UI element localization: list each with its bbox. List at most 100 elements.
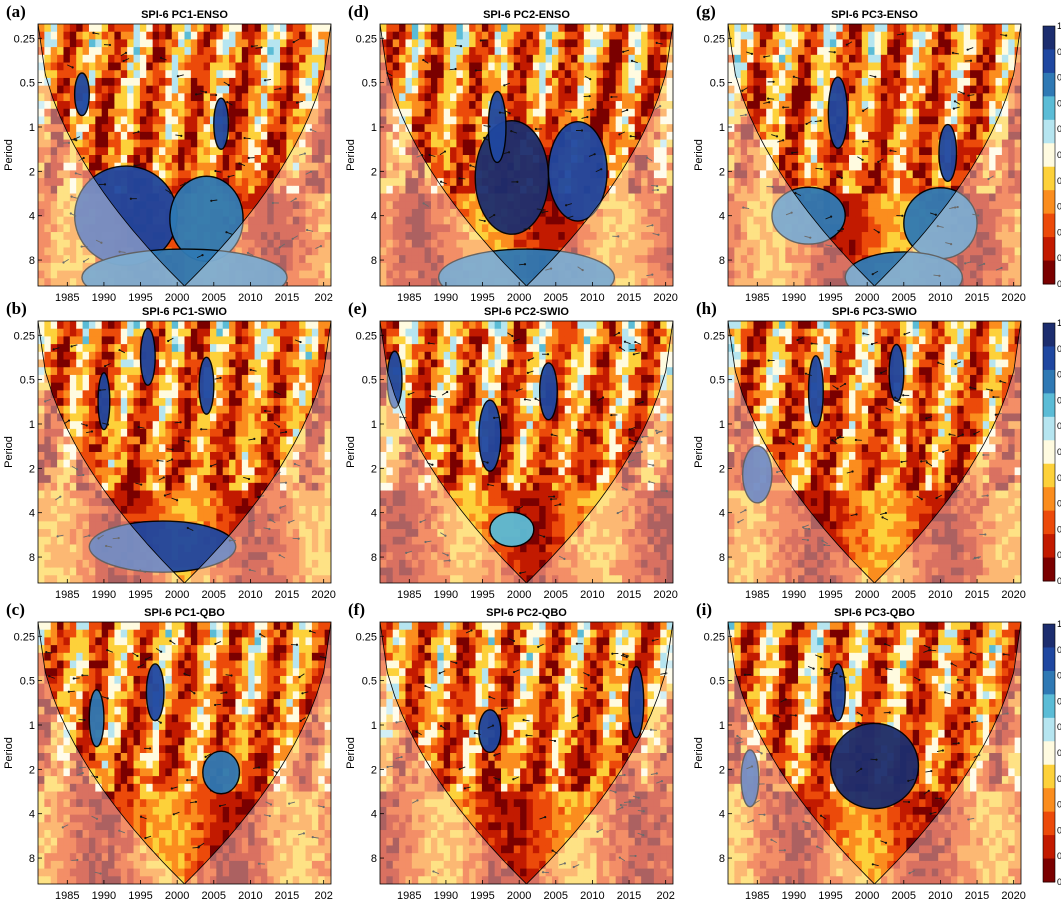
field-cell bbox=[229, 791, 236, 800]
field-cell bbox=[197, 791, 205, 800]
field-cell bbox=[44, 108, 52, 117]
field-cell bbox=[229, 351, 236, 360]
field-cell bbox=[273, 860, 281, 869]
field-cell bbox=[139, 814, 147, 823]
phase-arrow-head bbox=[162, 476, 165, 479]
field-cell bbox=[260, 124, 268, 133]
field-cell bbox=[324, 675, 331, 685]
field-cell bbox=[318, 505, 326, 515]
field-cell bbox=[101, 706, 109, 715]
field-cell bbox=[209, 62, 217, 71]
field-cell bbox=[260, 178, 268, 187]
field-cell bbox=[273, 47, 281, 56]
field-cell bbox=[184, 498, 192, 507]
field-cell bbox=[222, 830, 230, 839]
field-cell bbox=[197, 147, 205, 156]
field-cell bbox=[260, 344, 268, 353]
field-cell bbox=[286, 24, 294, 33]
field-cell bbox=[248, 536, 255, 545]
field-cell bbox=[69, 760, 77, 769]
field-cell bbox=[235, 699, 243, 708]
field-cell bbox=[165, 108, 173, 117]
field-cell bbox=[114, 101, 122, 110]
field-cell bbox=[146, 70, 154, 79]
field-cell bbox=[209, 505, 217, 515]
field-cell bbox=[292, 791, 300, 800]
field-cell bbox=[190, 436, 198, 445]
x-tick-label: 1995 bbox=[128, 589, 152, 601]
field-cell bbox=[146, 729, 154, 738]
field-cell bbox=[95, 505, 103, 515]
field-cell bbox=[254, 428, 262, 437]
field-cell bbox=[190, 367, 198, 376]
field-cell bbox=[190, 691, 198, 700]
field-cell bbox=[69, 714, 77, 723]
field-cell bbox=[318, 336, 326, 345]
field-cell bbox=[318, 444, 326, 453]
field-cell bbox=[248, 382, 255, 391]
field-cell bbox=[324, 660, 331, 669]
field-cell bbox=[146, 155, 154, 164]
field-cell bbox=[267, 559, 275, 568]
field-cell bbox=[57, 783, 64, 792]
field-cell bbox=[57, 131, 64, 140]
field-cell bbox=[229, 344, 236, 353]
field-cell bbox=[69, 622, 77, 631]
field-cell bbox=[254, 24, 262, 33]
field-cell bbox=[76, 436, 83, 445]
field-cell bbox=[235, 374, 243, 384]
field-cell bbox=[286, 637, 294, 646]
field-cell bbox=[311, 382, 319, 391]
field-cell bbox=[197, 54, 205, 63]
field-cell bbox=[139, 47, 147, 56]
field-cell bbox=[159, 359, 166, 368]
field-cell bbox=[197, 359, 205, 368]
field-cell bbox=[38, 232, 45, 241]
field-cell bbox=[171, 162, 179, 171]
field-cell bbox=[184, 729, 192, 738]
field-cell bbox=[267, 232, 275, 241]
field-cell bbox=[190, 482, 198, 491]
field-cell bbox=[88, 351, 96, 360]
field-cell bbox=[273, 837, 281, 846]
field-cell bbox=[235, 714, 243, 723]
field-cell bbox=[101, 575, 109, 583]
field-cell bbox=[197, 513, 205, 522]
field-cell bbox=[280, 567, 287, 576]
field-cell bbox=[324, 359, 331, 368]
field-cell bbox=[159, 321, 166, 330]
field-cell bbox=[305, 452, 313, 461]
field-cell bbox=[324, 178, 331, 187]
field-cell bbox=[235, 382, 243, 391]
field-cell bbox=[305, 351, 313, 360]
field-cell bbox=[248, 845, 255, 854]
field-cell bbox=[311, 799, 319, 808]
field-cell bbox=[235, 436, 243, 445]
field-cell bbox=[324, 791, 331, 800]
field-cell bbox=[133, 467, 141, 476]
field-cell bbox=[292, 31, 300, 40]
field-cell bbox=[171, 31, 179, 40]
field-cell bbox=[260, 806, 268, 816]
field-cell bbox=[280, 768, 287, 777]
field-cell bbox=[324, 683, 331, 692]
field-cell bbox=[50, 830, 58, 839]
field-cell bbox=[260, 737, 268, 746]
field-cell bbox=[254, 85, 262, 94]
field-cell bbox=[286, 699, 294, 708]
field-cell bbox=[216, 398, 224, 407]
field-cell bbox=[260, 814, 268, 823]
field-cell bbox=[38, 830, 45, 839]
phase-arrow-head bbox=[44, 400, 47, 403]
field-cell bbox=[139, 652, 147, 661]
field-cell bbox=[324, 745, 331, 754]
field-cell bbox=[216, 876, 224, 884]
field-cell bbox=[69, 255, 77, 264]
field-cell bbox=[57, 575, 64, 583]
field-cell bbox=[95, 683, 103, 692]
field-cell bbox=[76, 668, 83, 677]
field-cell bbox=[280, 760, 287, 769]
field-cell bbox=[280, 436, 287, 445]
field-cell bbox=[235, 814, 243, 823]
field-cell bbox=[254, 77, 262, 87]
